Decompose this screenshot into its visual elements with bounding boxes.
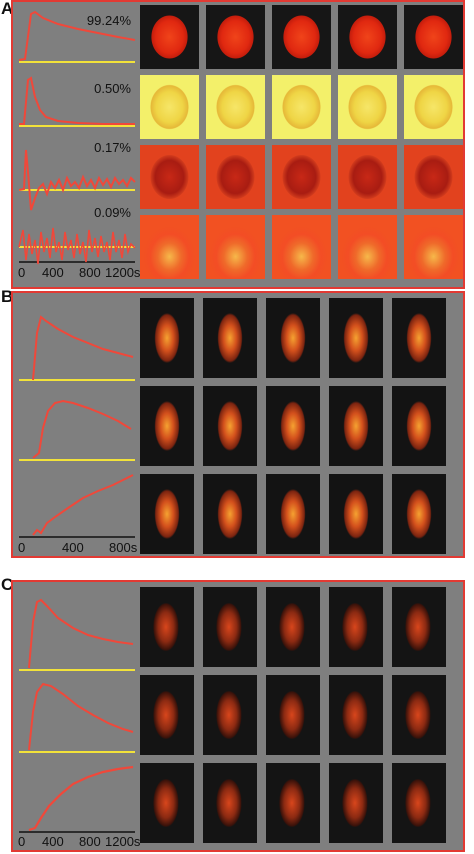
- component-map-tile: [140, 675, 194, 755]
- component-map-tile: [338, 5, 397, 69]
- x-tick-800: 800: [79, 265, 101, 280]
- percentage-label-4: 0.09%: [94, 205, 131, 220]
- component-map-tile: [140, 75, 199, 139]
- x-tick-800s: 800s: [109, 540, 138, 555]
- component-map-tile: [206, 215, 265, 279]
- component-map-tile: [338, 215, 397, 279]
- component-map-tile: [392, 474, 446, 554]
- component-map-tile: [272, 145, 331, 209]
- component-map-tile: [266, 763, 320, 843]
- component-curve-1: [32, 315, 134, 381]
- component-map-tile: [392, 386, 446, 466]
- component-map-tile: [203, 587, 257, 667]
- component-map-tile: [404, 75, 463, 139]
- component-map-tile: [203, 763, 257, 843]
- panel-label-c: C: [1, 575, 14, 594]
- percentage-label-3: 0.17%: [94, 140, 131, 155]
- component-map-tile: [206, 145, 265, 209]
- component-curve-2: [32, 399, 132, 459]
- component-map-tile: [140, 298, 194, 378]
- x-tick-400: 400: [62, 540, 84, 555]
- panel-label-a: A: [1, 0, 14, 18]
- component-map-tile: [266, 386, 320, 466]
- component-map-tile: [140, 386, 194, 466]
- component-map-tile: [140, 145, 199, 209]
- panel-b: 0 400 800s: [11, 291, 465, 558]
- component-map-tile: [338, 75, 397, 139]
- x-tick-400: 400: [42, 265, 64, 280]
- component-map-tile: [392, 763, 446, 843]
- component-map-tile: [329, 474, 383, 554]
- x-tick-800: 800: [79, 834, 101, 849]
- component-curve-1: [18, 10, 136, 61]
- panel-c-curves: [19, 598, 135, 833]
- component-map-tile: [203, 675, 257, 755]
- component-map-tile: [203, 298, 257, 378]
- x-tick-400: 400: [42, 834, 64, 849]
- component-map-tile: [329, 763, 383, 843]
- x-tick-0: 0: [18, 540, 26, 555]
- component-curve-1: [28, 598, 134, 669]
- component-map-tile: [206, 75, 265, 139]
- component-map-tile: [329, 298, 383, 378]
- component-map-tile: [272, 215, 331, 279]
- component-map-tile: [140, 474, 194, 554]
- component-map-tile: [329, 386, 383, 466]
- component-map-tile: [140, 763, 194, 843]
- component-map-tile: [329, 587, 383, 667]
- component-map-tile: [272, 75, 331, 139]
- panel-label-b: B: [1, 287, 14, 306]
- component-map-tile: [203, 474, 257, 554]
- component-map-tile: [140, 215, 199, 279]
- component-map-tile: [206, 5, 265, 69]
- percentage-label-1: 99.24%: [86, 13, 131, 28]
- percentage-label-2: 0.50%: [94, 81, 131, 96]
- component-map-tile: [266, 587, 320, 667]
- component-curve-2: [19, 76, 135, 125]
- component-map-tile: [404, 215, 463, 279]
- component-curve-4: [18, 227, 136, 265]
- component-map-tile: [329, 675, 383, 755]
- component-map-tile: [338, 145, 397, 209]
- x-tick-0: 0: [18, 834, 26, 849]
- component-curve-2: [28, 682, 134, 751]
- panel-c: 0 400 800 1200s: [11, 580, 465, 852]
- component-map-tile: [266, 675, 320, 755]
- component-map-tile: [392, 587, 446, 667]
- component-map-tile: [140, 587, 194, 667]
- component-curve-3: [18, 149, 136, 211]
- component-curve-3: [28, 765, 134, 832]
- component-map-tile: [272, 5, 331, 69]
- panel-a: 99.24% 0.50% 0.17% 0.09% 0 400 800 1200s: [11, 0, 465, 289]
- panel-b-curves: [19, 315, 135, 538]
- component-map-tile: [203, 386, 257, 466]
- component-map-tile: [404, 145, 463, 209]
- component-map-tile: [140, 5, 199, 69]
- component-map-tile: [266, 474, 320, 554]
- panel-a-curves: [18, 10, 136, 265]
- component-curve-3: [32, 474, 134, 536]
- x-tick-1200s: 1200s: [105, 265, 141, 280]
- x-tick-0: 0: [18, 265, 26, 280]
- component-map-tile: [392, 675, 446, 755]
- x-tick-1200s: 1200s: [105, 834, 141, 849]
- component-map-tile: [266, 298, 320, 378]
- component-map-tile: [404, 5, 463, 69]
- component-map-tile: [392, 298, 446, 378]
